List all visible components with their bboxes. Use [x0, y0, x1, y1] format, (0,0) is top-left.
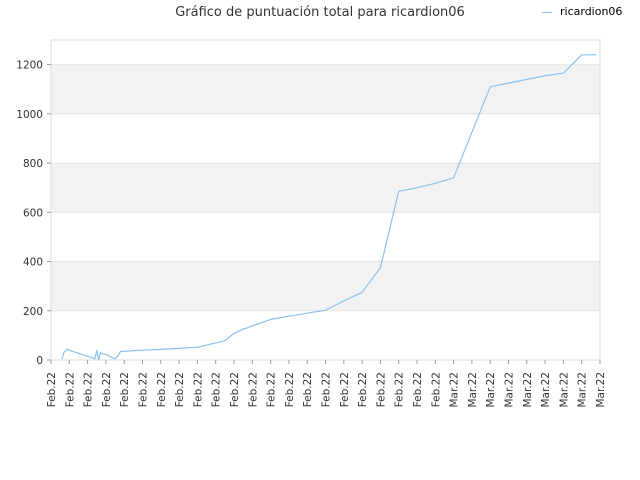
x-tick-label: Feb.22 [211, 372, 223, 407]
series-line [61, 54, 597, 361]
y-tick-label: 600 [23, 207, 43, 219]
x-tick-label: Feb.22 [64, 372, 76, 407]
legend-label: ricardion06 [560, 5, 623, 18]
x-tick-label: Feb.22 [302, 372, 314, 407]
x-tick-label: Mar.22 [504, 372, 516, 408]
x-tick-label: Feb.22 [229, 372, 241, 407]
y-tick-label: 800 [23, 158, 43, 170]
x-tick-label: Mar.22 [540, 372, 552, 408]
y-tick-label: 1000 [16, 109, 43, 121]
x-tick-label: Feb.22 [375, 372, 387, 407]
x-tick-label: Feb.22 [339, 372, 351, 407]
y-tick-label: 400 [23, 257, 43, 269]
x-tick-label: Feb.22 [101, 372, 113, 407]
x-tick-label: Feb.22 [156, 372, 168, 407]
y-tick-label: 1200 [16, 60, 43, 72]
legend-swatch-icon [542, 11, 552, 13]
x-tick-label: Feb.22 [192, 372, 204, 407]
x-tick-label: Feb.22 [266, 372, 278, 407]
grid-band [51, 64, 600, 114]
x-tick-label: Feb.22 [321, 372, 333, 407]
x-tick-label: Feb.22 [247, 372, 259, 407]
x-tick-label: Mar.22 [558, 372, 570, 408]
x-tick-label: Mar.22 [577, 372, 589, 408]
x-tick-label: Feb.22 [412, 372, 424, 407]
x-tick-label: Feb.22 [46, 372, 58, 407]
x-tick-label: Feb.22 [284, 372, 296, 407]
x-tick-label: Mar.22 [595, 372, 607, 408]
x-tick-label: Feb.22 [357, 372, 369, 407]
y-tick-label: 200 [23, 306, 43, 318]
legend: ricardion06 [542, 5, 622, 18]
grid-band [51, 261, 600, 311]
chart-title: Gráfico de puntuación total para ricardi… [175, 5, 465, 20]
x-tick-label: Mar.22 [522, 372, 534, 408]
x-tick-label: Feb.22 [394, 372, 406, 407]
x-tick-label: Mar.22 [485, 372, 497, 408]
x-tick-label: Mar.22 [449, 372, 461, 408]
x-tick-label: Feb.22 [430, 372, 442, 407]
x-tick-label: Feb.22 [119, 372, 131, 407]
x-tick-label: Feb.22 [138, 372, 150, 407]
x-tick-label: Feb.22 [174, 372, 186, 407]
x-tick-label: Mar.22 [467, 372, 479, 408]
y-tick-label: 0 [36, 355, 43, 367]
x-tick-label: Feb.22 [83, 372, 95, 407]
grid-band [51, 163, 600, 213]
